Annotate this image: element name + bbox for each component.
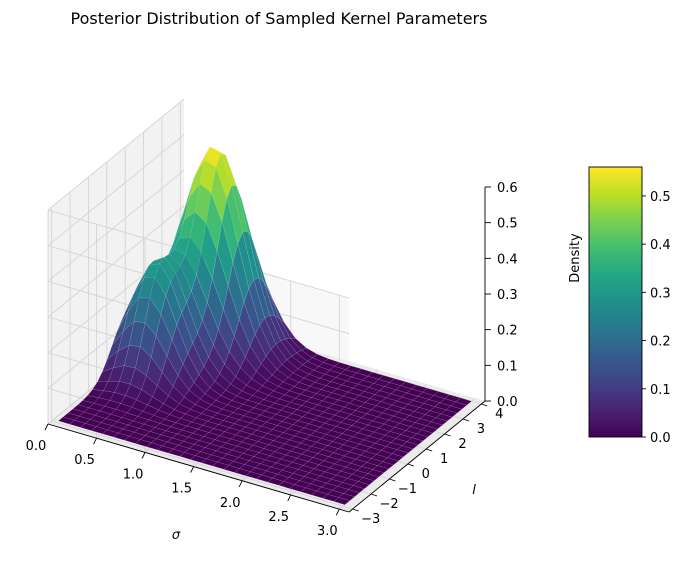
grid-back-z — [47, 169, 185, 282]
y-tick-label: 4 — [495, 407, 503, 422]
y-tick-label: 2 — [458, 437, 466, 452]
y-tick-mark — [426, 448, 433, 452]
y-tick-mark — [481, 403, 488, 407]
x-tick-label: 1.0 — [123, 467, 144, 482]
surface-cell — [425, 421, 443, 430]
z-axis-label: Density — [568, 233, 583, 283]
y-tick-mark — [389, 478, 396, 482]
x-tick-label: 2.5 — [268, 510, 289, 525]
surface-cell — [440, 409, 458, 418]
y-tick-label: 1 — [440, 452, 448, 467]
surface-cell — [430, 417, 448, 426]
surface-cell — [445, 405, 463, 414]
grid-back-z — [47, 98, 185, 211]
surface-cell — [435, 413, 453, 422]
x-tick-mark — [44, 423, 49, 431]
y-axis-label: l — [472, 483, 476, 498]
y-axis-line — [348, 400, 486, 513]
surface-cell — [347, 485, 365, 493]
density-surface — [57, 146, 473, 505]
x-tick-label: 3.0 — [317, 524, 338, 539]
y-tick-mark — [352, 508, 359, 512]
y-tick-label: 0 — [422, 467, 430, 482]
x-tick-mark — [238, 480, 243, 487]
colorbar-tick-label: 0.1 — [650, 383, 671, 398]
colorbar-tick-label: 0.5 — [650, 190, 671, 205]
surface-cell — [382, 457, 400, 466]
y-tick-label: 3 — [477, 422, 485, 437]
x-tick-mark — [190, 466, 195, 473]
grid-floor-y — [51, 420, 353, 510]
x-axis-line — [47, 423, 350, 513]
y-tick-mark — [370, 493, 378, 497]
y-tick-label: −3 — [361, 512, 380, 527]
x-tick-mark — [93, 437, 97, 445]
surface-cell — [421, 425, 439, 434]
colorbar-tick-label: 0.0 — [650, 431, 671, 446]
z-tick-label: 0.4 — [497, 252, 518, 267]
colorbar-tick-label: 0.2 — [650, 335, 671, 350]
z-tick-label: 0.5 — [497, 217, 518, 232]
z-tick-label: 0.2 — [497, 324, 518, 339]
axes: 0.00.51.01.52.02.53.0−3−2−1012340.00.10.… — [26, 181, 583, 543]
surface-cell — [338, 493, 356, 501]
chart-title: Posterior Distribution of Sampled Kernel… — [71, 9, 488, 28]
y-tick-mark — [462, 418, 470, 422]
y-tick-label: −1 — [398, 482, 417, 497]
surface-cell — [342, 489, 360, 497]
x-tick-label: 0.0 — [26, 439, 47, 454]
grid-back-z — [47, 205, 185, 318]
x-tick-label: 2.0 — [220, 496, 241, 511]
grid-back-z — [47, 134, 185, 247]
surface-cell — [357, 477, 375, 486]
x-tick-mark — [335, 508, 340, 516]
z-tick-label: 0.0 — [497, 395, 518, 410]
colorbar-bar — [588, 166, 643, 438]
y-tick-label: −2 — [379, 497, 398, 512]
x-tick-label: 1.5 — [171, 482, 192, 497]
x-tick-mark — [287, 494, 292, 502]
surface-cell — [416, 429, 434, 438]
x-tick-mark — [141, 452, 146, 459]
colorbar-tick-label: 0.4 — [650, 238, 671, 253]
x-tick-label: 0.5 — [74, 453, 95, 468]
z-tick-label: 0.3 — [497, 288, 518, 303]
surface-cell — [411, 433, 429, 442]
surface-cell — [455, 397, 473, 406]
surface-cell — [450, 401, 468, 410]
x-axis-label: σ — [172, 528, 181, 543]
colorbar-tick-label: 0.3 — [650, 286, 671, 301]
y-tick-mark — [407, 463, 414, 467]
surface-cell — [333, 497, 351, 505]
z-tick-label: 0.6 — [497, 181, 518, 196]
surface-cell — [352, 481, 370, 489]
z-tick-label: 0.1 — [497, 359, 518, 374]
y-tick-mark — [444, 433, 451, 437]
colorbar: 0.0 0.1 0.2 0.3 0.4 0.5 — [588, 166, 671, 446]
